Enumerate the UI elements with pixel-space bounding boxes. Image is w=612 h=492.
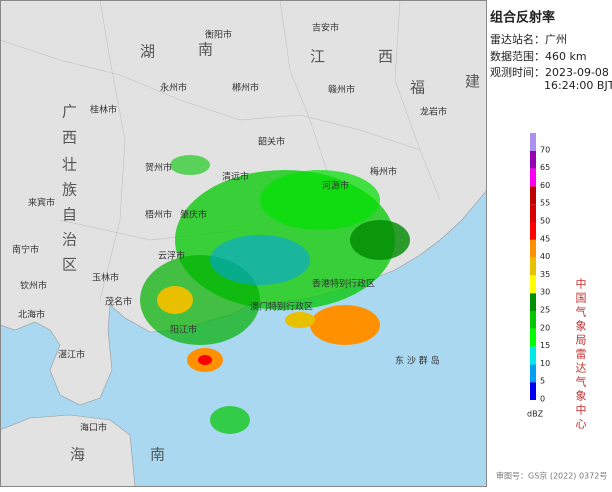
- province-label: 西: [378, 48, 393, 66]
- vertical-credit: 中国气象局雷达气象中心: [574, 278, 587, 432]
- legend-label: 60: [540, 181, 550, 190]
- legend-swatch: [530, 293, 536, 311]
- place-label: 北海市: [18, 309, 45, 321]
- province-label: 广: [62, 103, 77, 121]
- legend-label: 5: [540, 377, 545, 386]
- legend-label: 10: [540, 359, 550, 368]
- legend-swatch: [530, 133, 536, 151]
- legend-label: 30: [540, 288, 550, 297]
- place-label: 赣州市: [328, 84, 355, 96]
- province-label: 西: [62, 129, 77, 147]
- title: 组合反射率: [490, 10, 555, 26]
- province-label: 南: [150, 446, 165, 464]
- hainan: [1, 414, 136, 486]
- legend-swatch: [530, 311, 536, 329]
- legend-swatch: [530, 257, 536, 276]
- place-label: 湛江市: [58, 349, 85, 361]
- province-label: 区: [62, 256, 77, 274]
- place-label: 清远市: [222, 171, 249, 183]
- place-label: 龙岩市: [420, 106, 447, 118]
- legend-swatch: [530, 382, 536, 400]
- province-label: 海: [70, 446, 85, 464]
- place-label: 桂林市: [90, 104, 117, 116]
- place-label: 澳门特别行政区: [250, 301, 313, 313]
- legend-label: 15: [540, 341, 550, 350]
- place-label: 阳江市: [170, 324, 197, 336]
- province-label: 福: [410, 79, 425, 97]
- legend-swatch: [530, 222, 536, 240]
- place-label: 贺州市: [145, 162, 172, 174]
- province-label: 族: [62, 181, 77, 199]
- legend-swatch: [530, 364, 536, 383]
- place-label: 梧州市: [145, 209, 172, 221]
- place-label: 韶关市: [258, 136, 285, 148]
- province-label: 建: [465, 73, 480, 91]
- info-line: 数据范围：460 km: [490, 49, 587, 63]
- place-label: 肇庆市: [180, 209, 207, 221]
- legend-label: 20: [540, 323, 550, 332]
- legend-unit: dBZ: [527, 410, 544, 419]
- legend-swatch: [530, 186, 536, 205]
- map: [1, 1, 486, 486]
- radar-echo: [140, 155, 410, 434]
- legend-label: 65: [540, 163, 550, 172]
- province-label: 南: [198, 41, 213, 59]
- legend-label: 35: [540, 270, 550, 279]
- place-label: 梅州市: [370, 166, 397, 178]
- legend-swatch: [530, 328, 536, 347]
- info-line: 16:24:00 BJT: [544, 79, 612, 92]
- info-line: 观测时间：2023-09-08: [490, 66, 609, 79]
- place-label: 茂名市: [105, 296, 132, 308]
- info-line: 雷达站名：广州: [490, 32, 567, 46]
- province-label: 湖: [140, 43, 155, 61]
- place-label: 河源市: [322, 180, 349, 192]
- place-label: 南宁市: [12, 244, 39, 256]
- legend-label: 55: [540, 199, 550, 208]
- place-label: 钦州市: [20, 280, 47, 292]
- province-label: 治: [62, 231, 77, 249]
- legend-label: 45: [540, 234, 550, 243]
- legend-swatch: [530, 150, 536, 169]
- province-label: 自: [62, 206, 77, 224]
- footer: 审图号：GS京 (2022) 0372号: [496, 471, 607, 481]
- place-label: 衡阳市: [205, 29, 232, 41]
- legend-swatch: [530, 204, 536, 222]
- legend-label: 40: [540, 252, 550, 261]
- place-label: 海口市: [80, 422, 107, 434]
- legend-swatch: [530, 346, 536, 365]
- legend-swatch: [530, 275, 536, 294]
- place-label: 来宾市: [28, 197, 55, 209]
- legend-swatch: [530, 168, 536, 187]
- place-label: 永州市: [160, 82, 187, 94]
- map-frame: [0, 0, 487, 487]
- legend-label: 50: [540, 217, 550, 226]
- place-label: 吉安市: [312, 22, 339, 34]
- place-label: 郴州市: [232, 82, 259, 94]
- legend-label: 70: [540, 145, 550, 154]
- province-label: 壮: [62, 156, 77, 174]
- province-label: 江: [310, 48, 325, 66]
- legend-label: 25: [540, 306, 550, 315]
- legend-swatch: [530, 239, 536, 258]
- place-label: 玉林市: [92, 272, 119, 284]
- legend-label: 0: [540, 395, 545, 404]
- place-label: 东 沙 群 岛: [395, 355, 440, 367]
- place-label: 香港特别行政区: [312, 278, 375, 290]
- place-label: 云浮市: [158, 250, 185, 262]
